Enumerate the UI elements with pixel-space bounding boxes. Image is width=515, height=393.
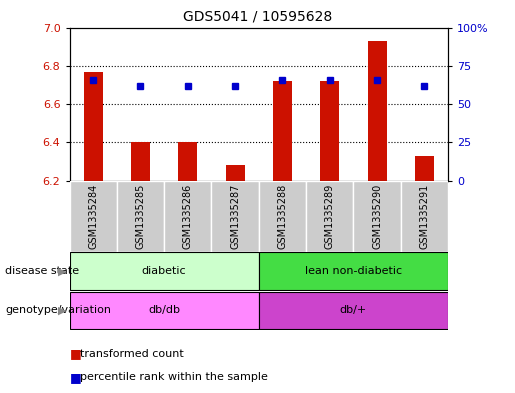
- Bar: [273, 81, 292, 181]
- Text: GSM1335288: GSM1335288: [278, 184, 287, 249]
- Bar: [178, 143, 197, 181]
- Bar: [401, 181, 448, 252]
- Text: GSM1335284: GSM1335284: [88, 184, 98, 249]
- Text: GSM1335291: GSM1335291: [419, 184, 430, 249]
- Text: db/+: db/+: [340, 305, 367, 316]
- Bar: [117, 181, 164, 252]
- Text: ■: ■: [70, 371, 81, 384]
- Text: percentile rank within the sample: percentile rank within the sample: [80, 372, 268, 382]
- Text: ▶: ▶: [58, 305, 67, 316]
- Bar: [84, 72, 102, 181]
- Bar: [70, 181, 117, 252]
- Text: genotype/variation: genotype/variation: [5, 305, 111, 316]
- Text: db/db: db/db: [148, 305, 180, 316]
- Bar: [131, 143, 150, 181]
- FancyBboxPatch shape: [259, 252, 448, 290]
- Text: lean non-diabetic: lean non-diabetic: [305, 266, 402, 276]
- Bar: [259, 181, 306, 252]
- Bar: [226, 165, 245, 181]
- Text: GSM1335290: GSM1335290: [372, 184, 382, 249]
- Text: ▶: ▶: [58, 266, 67, 276]
- Text: GSM1335287: GSM1335287: [230, 184, 240, 249]
- Text: GSM1335289: GSM1335289: [325, 184, 335, 249]
- Bar: [212, 181, 259, 252]
- Bar: [164, 181, 212, 252]
- Text: diabetic: diabetic: [142, 266, 186, 276]
- Text: GDS5041 / 10595628: GDS5041 / 10595628: [183, 10, 332, 24]
- Bar: [415, 156, 434, 181]
- FancyBboxPatch shape: [70, 292, 259, 329]
- FancyBboxPatch shape: [70, 252, 259, 290]
- Text: disease state: disease state: [5, 266, 79, 276]
- FancyBboxPatch shape: [259, 292, 448, 329]
- Bar: [353, 181, 401, 252]
- Text: GSM1335285: GSM1335285: [135, 184, 146, 249]
- Text: ■: ■: [70, 347, 81, 360]
- Text: transformed count: transformed count: [80, 349, 183, 359]
- Bar: [306, 181, 353, 252]
- Text: GSM1335286: GSM1335286: [183, 184, 193, 249]
- Bar: [320, 81, 339, 181]
- Bar: [368, 41, 387, 181]
